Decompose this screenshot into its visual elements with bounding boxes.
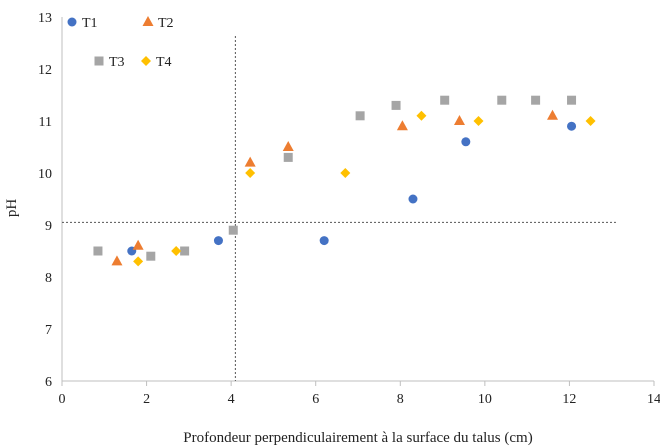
data-point	[180, 246, 190, 256]
data-point	[567, 95, 577, 105]
legend-label: T4	[156, 55, 172, 70]
data-point	[133, 256, 144, 267]
x-tick-label: 8	[397, 392, 404, 407]
data-point	[567, 121, 577, 131]
y-tick-label: 13	[38, 11, 52, 26]
data-point	[585, 116, 596, 126]
x-tick-label: 10	[478, 392, 492, 407]
y-tick-label: 11	[39, 115, 52, 130]
data-point	[396, 120, 408, 131]
legend: T1 T2 T3 T4	[67, 16, 174, 70]
data-point	[282, 141, 294, 151]
legend-item-t2: T2	[142, 16, 174, 31]
y-tick-label: 12	[38, 63, 52, 78]
legend-label: T1	[82, 16, 98, 31]
data-point	[531, 95, 541, 105]
legend-marker	[94, 56, 104, 66]
x-tick-label: 14	[647, 392, 660, 407]
legend-marker	[67, 17, 77, 27]
legend-item-t4: T4	[141, 55, 172, 70]
y-tick-label: 10	[38, 167, 52, 182]
data-point	[171, 246, 182, 256]
x-tick-label: 12	[562, 392, 576, 407]
data-point	[355, 111, 365, 121]
data-point	[283, 152, 293, 162]
y-tick-label: 9	[45, 219, 52, 234]
data-points	[93, 95, 596, 267]
series-t1	[127, 121, 577, 256]
series-t2	[111, 109, 559, 266]
data-point	[497, 95, 507, 105]
legend-label: T2	[158, 16, 174, 31]
data-point	[111, 255, 123, 266]
x-axis-label: Profondeur perpendiculairement à la surf…	[183, 430, 532, 446]
legend-item-t3: T3	[94, 55, 125, 70]
y-tick-label: 8	[45, 271, 52, 286]
data-point	[146, 251, 156, 261]
data-point	[244, 156, 256, 167]
data-point	[547, 109, 559, 120]
data-point	[408, 194, 418, 204]
data-point	[416, 110, 427, 121]
legend-label: T3	[109, 55, 125, 70]
axes: 6 7 8 9 10 11 12 13 0 2 4 6 8 10 12 14	[38, 11, 660, 407]
legend-marker	[142, 16, 154, 26]
data-point	[440, 95, 450, 105]
data-point	[245, 168, 256, 178]
x-tick-label: 0	[59, 392, 66, 407]
x-tick-label: 2	[143, 392, 150, 407]
data-point	[340, 168, 351, 178]
x-tick-label: 6	[312, 392, 319, 407]
x-tick-label: 4	[228, 392, 235, 407]
data-point	[453, 115, 465, 125]
data-point	[319, 236, 329, 246]
data-point	[391, 100, 401, 110]
series-t3	[93, 95, 577, 261]
data-point	[213, 236, 223, 246]
series-t4	[133, 110, 596, 267]
reference-lines	[62, 36, 616, 381]
data-point	[473, 116, 484, 126]
y-tick-label: 6	[45, 375, 52, 390]
legend-marker	[141, 56, 151, 66]
y-tick-label: 7	[45, 323, 52, 338]
data-point	[93, 246, 103, 256]
data-point	[461, 137, 471, 147]
data-point	[228, 225, 238, 235]
y-axis-label: pH	[4, 199, 20, 218]
data-point	[132, 239, 144, 250]
legend-item-t1: T1	[67, 16, 98, 31]
